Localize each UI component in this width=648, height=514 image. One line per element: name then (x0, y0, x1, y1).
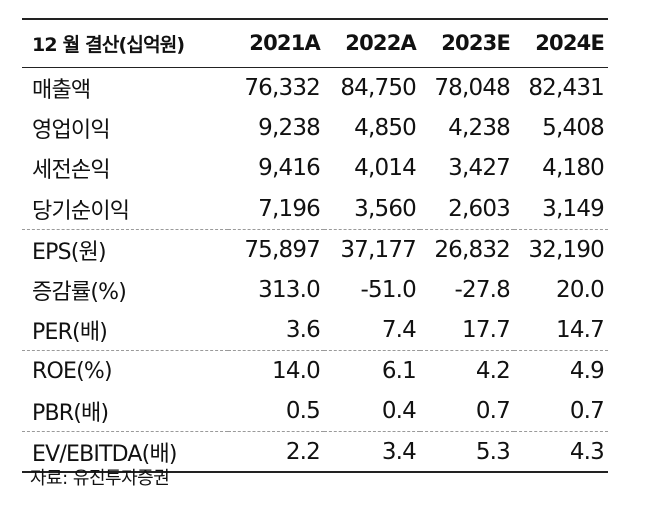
cell-value: 84,750 (340, 74, 416, 101)
cell-value: 4,238 (448, 114, 511, 141)
cell-value: 26,832 (420, 228, 514, 270)
row-operating-profit: 영업이익 9,238 4,850 4,238 5,408 (22, 108, 608, 149)
row-roe: ROE(%) 14.0 6.1 4.2 4.9 (22, 350, 608, 391)
cell-value: 7.4 (381, 317, 417, 343)
cell-value: 14.7 (555, 317, 605, 343)
cell-value: 3,149 (542, 195, 605, 222)
cell-value: 37,177 (324, 228, 420, 270)
row-label: 매출액 (32, 77, 91, 103)
cell-value: 3.4 (324, 431, 420, 473)
cell-value: 3.6 (285, 317, 321, 343)
cell-value: 9,416 (258, 155, 321, 182)
cell-value: 78,048 (434, 74, 510, 101)
row-net-income: 당기순이익 7,196 3,560 2,603 3,149 (22, 189, 608, 230)
row-label: ROE(%) (22, 350, 228, 391)
row-label: 영업이익 (32, 117, 111, 143)
row-label: 당기순이익 (32, 198, 130, 224)
cell-value: -27.8 (454, 276, 510, 303)
cell-value: 3,560 (354, 195, 417, 222)
row-eps: EPS(원) 75,897 37,177 26,832 32,190 (22, 228, 608, 270)
cell-value: 14.0 (228, 350, 324, 391)
cell-value: 75,897 (228, 228, 324, 270)
cell-value: 4.9 (514, 350, 608, 391)
cell-value: 20.0 (555, 276, 605, 303)
financial-summary-table-wrapper: 12 월 결산(십억원) 2021A 2022A 2023E 2024E 매출액… (22, 18, 608, 473)
cell-value: 3,427 (448, 155, 511, 182)
cell-value: 4,014 (354, 155, 417, 182)
row-label: 세전손익 (32, 158, 111, 184)
cell-value: 2.2 (228, 431, 324, 473)
header-year-2022a: 2022A (345, 31, 417, 56)
cell-value: 6.1 (324, 350, 420, 391)
cell-value: 5,408 (542, 114, 605, 141)
row-pretax-income: 세전손익 9,416 4,014 3,427 4,180 (22, 148, 608, 189)
cell-value: 4.3 (514, 431, 608, 473)
cell-value: 0.5 (285, 398, 321, 424)
cell-value: 82,431 (528, 74, 604, 101)
cell-value: 0.7 (475, 398, 511, 424)
cell-value: 32,190 (514, 228, 608, 270)
row-ev-ebitda: EV/EBITDA(배) 2.2 3.4 5.3 4.3 (22, 431, 608, 473)
header-year-2023e: 2023E (441, 31, 511, 56)
row-label: 증감률(%) (32, 279, 127, 305)
cell-value: 9,238 (258, 114, 321, 141)
row-pbr: PBR(배) 0.5 0.4 0.7 0.7 (22, 391, 608, 432)
cell-value: 0.7 (569, 398, 605, 424)
cell-value: 4,180 (542, 155, 605, 182)
cell-value: 7,196 (258, 195, 321, 222)
table-header-row: 12 월 결산(십억원) 2021A 2022A 2023E 2024E (22, 19, 608, 67)
header-label: 12 월 결산(십억원) (32, 33, 185, 56)
header-year-2021a: 2021A (249, 31, 321, 56)
financial-summary-table: 12 월 결산(십억원) 2021A 2022A 2023E 2024E 매출액… (22, 18, 608, 473)
cell-value: 0.4 (381, 398, 417, 424)
header-year-2024e: 2024E (535, 31, 605, 56)
cell-value: 4.2 (420, 350, 514, 391)
cell-value: 313.0 (258, 276, 321, 303)
cell-value: 76,332 (244, 74, 320, 101)
row-label: EV/EBITDA(배) (22, 431, 228, 473)
cell-value: 17.7 (461, 317, 511, 343)
row-per: PER(배) 3.6 7.4 17.7 14.7 (22, 310, 608, 351)
cell-value: 4,850 (354, 114, 417, 141)
row-label: PER(배) (32, 320, 108, 345)
cell-value: 5.3 (420, 431, 514, 473)
row-label: EPS(원) (22, 228, 228, 270)
row-growth-rate: 증감률(%) 313.0 -51.0 -27.8 20.0 (22, 270, 608, 311)
row-label: PBR(배) (32, 401, 109, 426)
cell-value: -51.0 (360, 276, 416, 303)
row-revenue: 매출액 76,332 84,750 78,048 82,431 (22, 67, 608, 108)
source-note: 자료: 유진투자증권 (30, 468, 170, 489)
cell-value: 2,603 (448, 195, 511, 222)
